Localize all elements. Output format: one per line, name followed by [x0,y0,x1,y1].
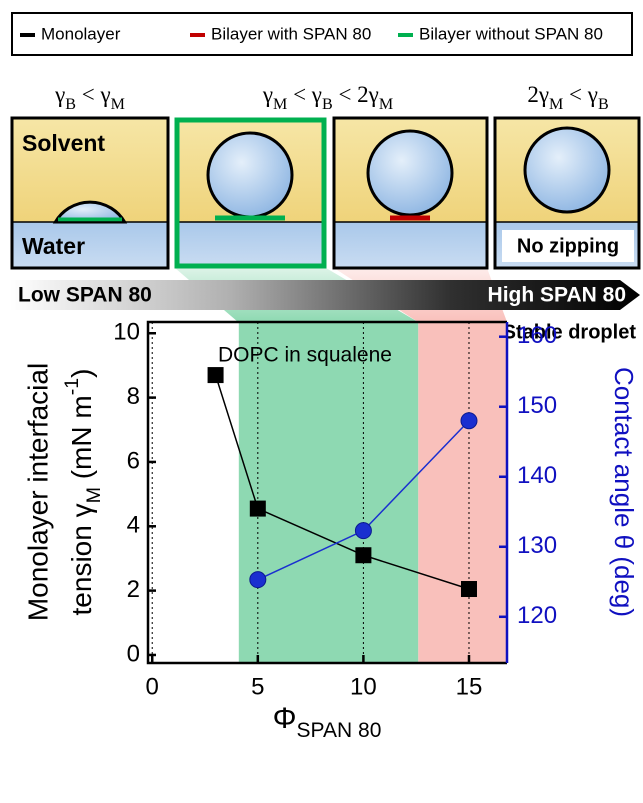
marker [461,413,477,429]
text-part: γ [262,82,273,107]
marker [250,572,266,588]
solvent-label: Solvent [22,130,105,156]
y-axis-label: tension γM (mN m-1) [61,369,105,616]
y2-tick-label: 160 [517,322,557,349]
marker [250,501,266,517]
x-tick-label: 10 [350,673,377,700]
text-part: ) [66,369,97,378]
text-part: B [598,96,609,113]
y-tick-label: 0 [127,640,140,667]
no-zipping-label: No zipping [517,235,619,257]
panel: No zipping [495,118,639,268]
y-axis-label: Monolayer interfacial [22,363,53,621]
legend: Monolayer Bilayer with SPAN 80 Bilayer wit… [12,13,632,55]
y-tick-label: 10 [113,319,140,346]
y-tick-label: 8 [127,383,140,410]
y2-tick-label: 130 [517,532,557,559]
marker [355,523,371,539]
region [239,322,419,663]
region [418,322,507,663]
y-tick-label: 6 [127,447,140,474]
annotation: DOPC in squalene [218,344,392,367]
marker [461,581,477,597]
y2-tick-label: 150 [517,392,557,419]
water-label: Water [22,233,85,259]
arrow-low: Low SPAN 80 [18,284,152,307]
panel [334,118,487,268]
x-axis-label: ΦSPAN 80 [273,702,382,742]
text-part: M [83,487,105,503]
text-part: M [549,96,563,113]
text-part: < γ [287,82,322,107]
panel [177,120,324,266]
y-tick-label: 4 [127,512,140,539]
x-tick-label: 15 [456,673,483,700]
text-part: (mN m [66,395,97,487]
text-part: < γ [76,82,111,107]
text-part: M [379,96,393,113]
marker [208,367,224,383]
y2-tick-label: 140 [517,462,557,489]
legend-label: Bilayer without SPAN 80 [419,24,603,43]
y-tick-label: 2 [127,576,140,603]
x-tick-label: 5 [251,673,264,700]
y2-axis-label: Contact angle θ (deg) [609,367,639,617]
arrow-high: High SPAN 80 [488,284,626,307]
text-part: γ [54,82,65,107]
text-part: < 2γ [333,82,379,107]
figure: Monolayer Bilayer with SPAN 80 Bilayer wit… [0,0,643,803]
text-part: M [111,96,125,113]
text-part: M [273,96,287,113]
y2-tick-label: 120 [517,602,557,629]
text-part: Φ [273,702,297,735]
text-part: tension γ [66,503,97,615]
text-part: 2γ [527,82,549,107]
panel: Solvent Water [12,118,168,268]
condition-label: 2γM < γB [527,82,608,113]
text-part: -1 [61,378,83,395]
text-part: B [65,96,76,113]
marker [355,547,371,563]
x-tick-label: 0 [146,673,159,700]
text-part: SPAN 80 [297,719,382,742]
text-part: B [322,96,333,113]
legend-label: Bilayer with SPAN 80 [211,24,371,43]
legend-label: Monolayer [41,24,121,43]
condition-label: γM < γB < 2γM [262,82,393,113]
condition-label: γB < γM [54,82,125,113]
text-part: < γ [563,82,598,107]
